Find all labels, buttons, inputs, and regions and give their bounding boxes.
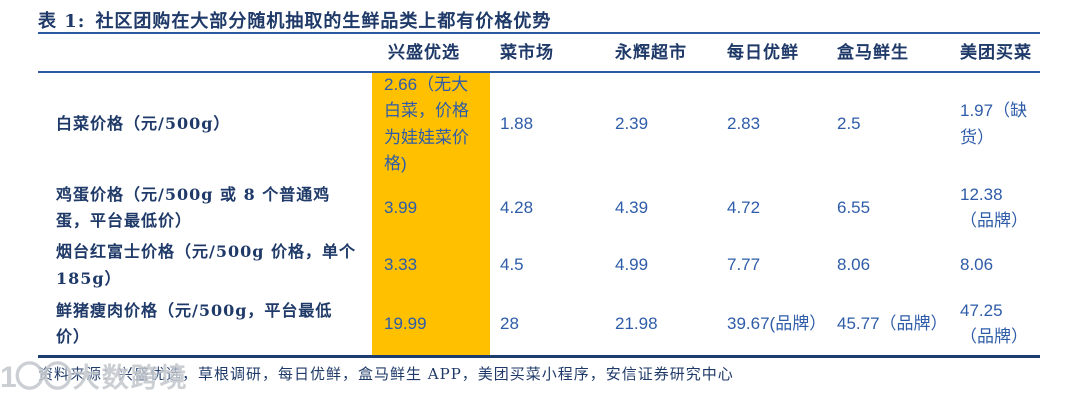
column-header-caishichang: 菜市场 [500, 43, 554, 64]
table-title: 表 1: 社区团购在大部分随机抽取的生鲜品类上都有价格优势 [38, 7, 1040, 33]
table-cell: 45.77（品牌） [837, 313, 948, 333]
table-cell-highlighted: 3.33 [372, 238, 490, 293]
table-number: 表 1: [38, 11, 86, 32]
row-label: 烟台红富士价格（元/500g 价格，单个 185g） [56, 242, 357, 288]
table-cell: 47.25（品牌） [960, 300, 1028, 346]
table-cell: 21.98 [615, 313, 658, 333]
table-cell: 4.5 [500, 255, 524, 275]
column-header-xingsheng: 兴盛优选 [388, 43, 460, 64]
source-note: 资料来源：兴盛优选，草根调研，每日优鲜，盒马鲜生 APP，美团买菜小程序，安信证… [38, 365, 734, 383]
row-label: 白菜价格（元/500g） [56, 114, 231, 134]
column-header-rowlabels [38, 37, 372, 71]
table-cell: 39.67(品牌） [727, 313, 827, 333]
row-label: 鸡蛋价格（元/500g 或 8 个普通鸡蛋，平台最低价） [56, 184, 331, 230]
table-cell-highlighted: 3.99 [372, 178, 490, 238]
row-label: 鲜猪瘦肉价格（元/500g，平台最低价） [56, 300, 333, 346]
header-divider [38, 71, 1040, 73]
table-cell: 2.5 [837, 114, 861, 134]
table-cell: 2.39 [615, 114, 649, 134]
table-cell-highlighted: 19.99 [372, 293, 490, 355]
price-comparison-table: 兴盛优选 菜市场 永辉超市 每日优鲜 盒马鲜生 美团买菜 白菜价格（元/500g… [38, 37, 1040, 355]
table-cell: 7.77 [727, 255, 761, 275]
table-cell: 6.55 [837, 197, 871, 217]
table-bottom-border [38, 355, 1040, 358]
table-cell: 4.72 [727, 197, 761, 217]
table-cell: 28 [500, 313, 519, 333]
table-cell: 1.88 [500, 114, 534, 134]
table-title-text: 社区团购在大部分随机抽取的生鲜品类上都有价格优势 [95, 11, 552, 32]
column-header-yonghui: 永辉超市 [615, 43, 687, 64]
table-cell: 1.97（缺货） [960, 101, 1028, 147]
table-cell: 8.06 [837, 255, 871, 275]
table-cell-highlighted: 2.66（无大白菜，价格为娃娃菜价格) [372, 71, 490, 178]
table-cell: 8.06 [960, 255, 994, 275]
table-cell: 4.28 [500, 197, 534, 217]
column-header-hema: 盒马鲜生 [837, 43, 909, 64]
column-header-meiri: 每日优鲜 [727, 43, 799, 64]
title-underline [38, 32, 1040, 34]
table-cell: 4.99 [615, 255, 649, 275]
table-cell: 12.38（品牌） [960, 184, 1028, 230]
table-cell: 4.39 [615, 197, 649, 217]
column-header-meituan: 美团买菜 [960, 43, 1032, 64]
table-cell: 2.83 [727, 114, 761, 134]
